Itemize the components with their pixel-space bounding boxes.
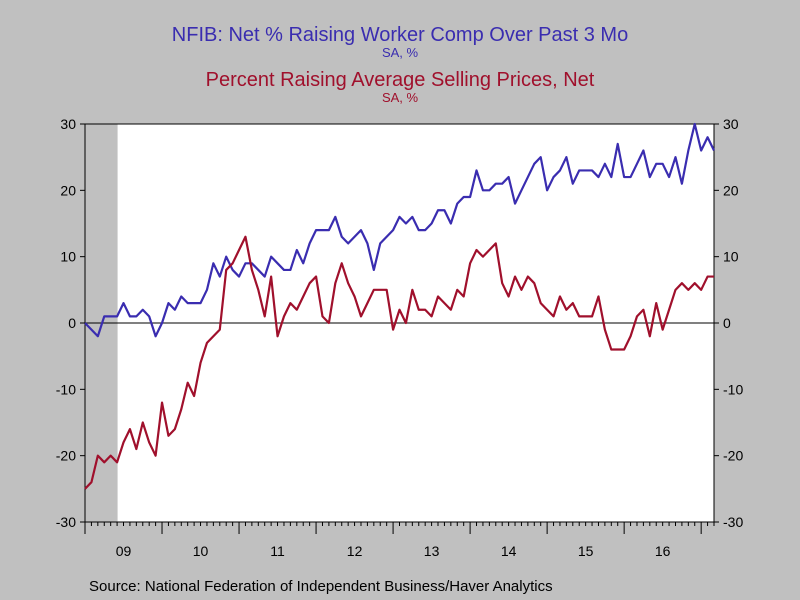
x-tick-label: 12 [347, 543, 363, 559]
y-tick-label-right: 30 [723, 116, 739, 132]
y-tick-label-right: -30 [723, 514, 743, 530]
series-line-selling_prices [84, 235, 714, 490]
y-tick-label-left: 10 [60, 249, 76, 265]
chart-title: NFIB: Net % Raising Worker Comp Over Pas… [172, 24, 628, 46]
chart-subtitle: Percent Raising Average Selling Prices, … [206, 69, 595, 91]
y-tick-label-left: 20 [60, 182, 76, 198]
y-tick-label-left: 30 [60, 116, 76, 132]
series-line-worker_comp [84, 122, 715, 338]
y-tick-label-left: 0 [68, 315, 76, 331]
y-tick-label-right: -20 [723, 448, 743, 464]
y-tick-label-left: -10 [56, 381, 76, 397]
x-tick-label: 16 [655, 543, 671, 559]
y-tick-label-right: -10 [723, 381, 743, 397]
chart-title-unit: SA, % [382, 45, 419, 60]
x-tick-label: 11 [270, 543, 285, 559]
x-tick-label: 14 [501, 543, 517, 559]
y-tick-label-right: 20 [723, 182, 739, 198]
chart-subtitle-unit: SA, % [382, 90, 419, 105]
y-tick-label-left: -30 [56, 514, 76, 530]
y-tick-label-right: 10 [723, 249, 739, 265]
x-tick-label: 13 [424, 543, 440, 559]
x-tick-label: 09 [116, 543, 132, 559]
y-tick-label-left: -20 [56, 448, 76, 464]
source-note: Source: National Federation of Independe… [89, 578, 553, 595]
y-tick-label-right: 0 [723, 315, 731, 331]
x-tick-label: 15 [578, 543, 594, 559]
x-tick-label: 10 [193, 543, 209, 559]
